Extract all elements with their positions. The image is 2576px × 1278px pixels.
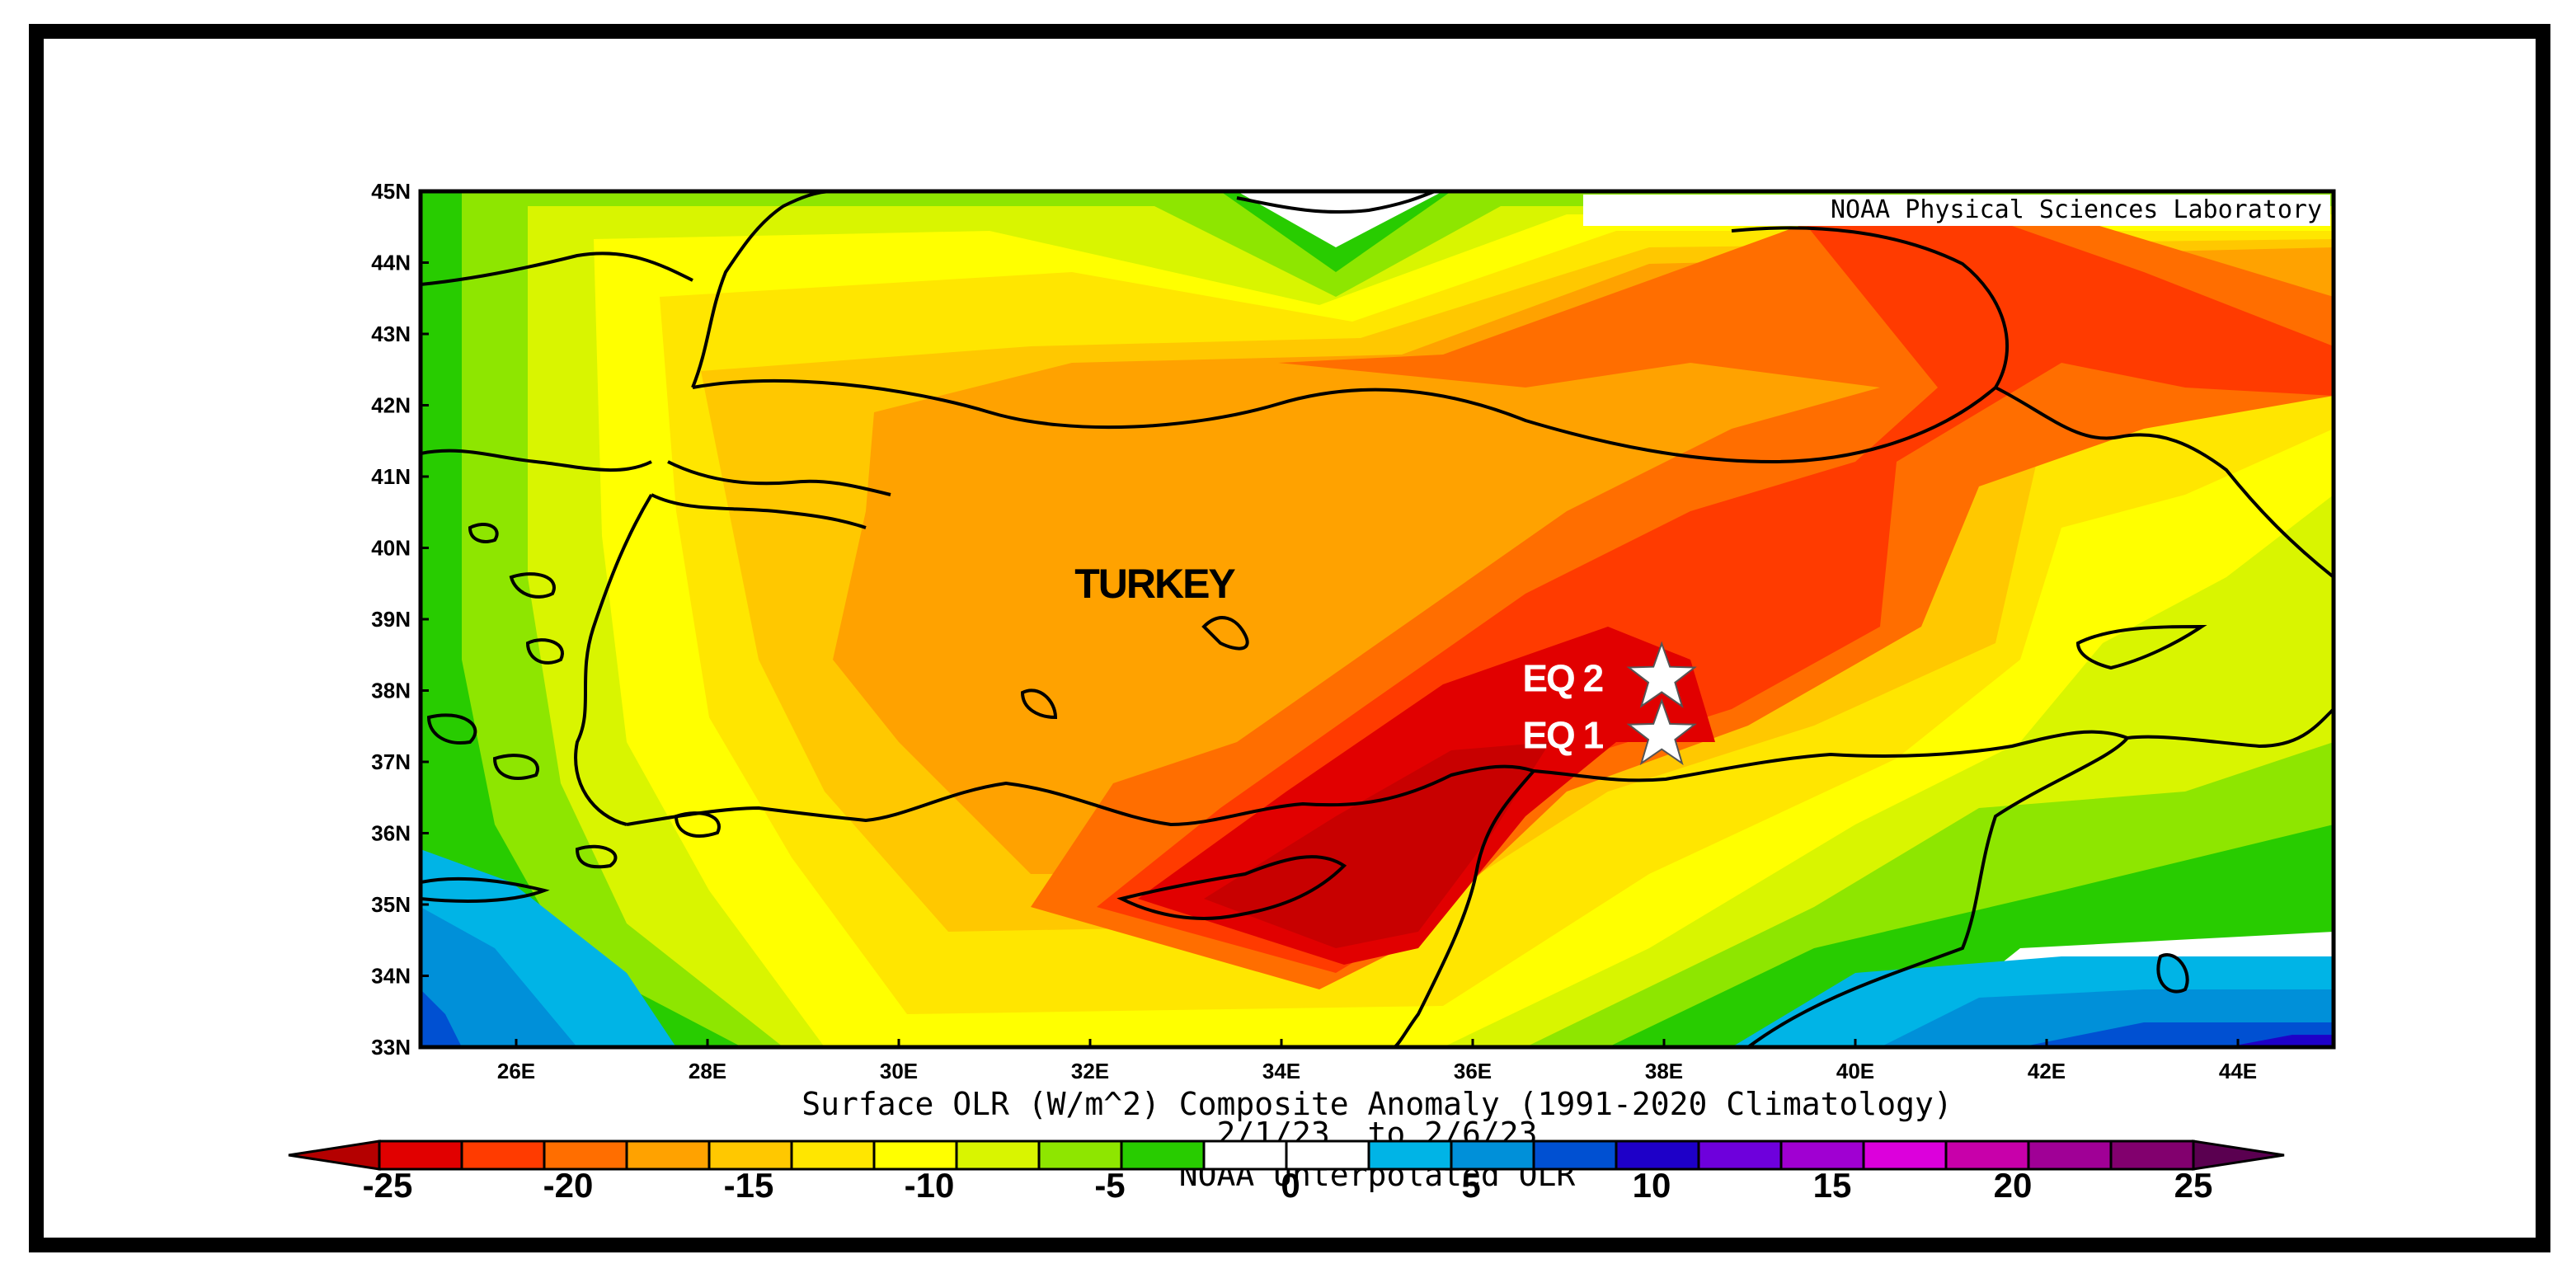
colorbar-label: -10 <box>905 1166 955 1205</box>
colorbar-swatch <box>1450 1139 1535 1171</box>
colorbar <box>288 1139 2285 1171</box>
lat-tick-label: 43N <box>371 322 411 346</box>
lat-tick-label: 36N <box>371 821 411 846</box>
lon-tick-label: 32E <box>1071 1059 1109 1083</box>
earthquake-star-icon <box>1626 698 1697 766</box>
colorbar-label: 5 <box>1461 1166 1480 1205</box>
colorbar-label: -5 <box>1094 1166 1125 1205</box>
lat-tick-label: 38N <box>371 679 411 703</box>
lon-tick-label: 28E <box>689 1059 726 1083</box>
lon-tick-label: 26E <box>497 1059 535 1083</box>
colorbar-swatch <box>1697 1139 1783 1171</box>
lon-tick-label: 30E <box>880 1059 918 1083</box>
credit-label: NOAA Physical Sciences Laboratory <box>1831 195 2322 224</box>
colorbar-swatch <box>790 1139 876 1171</box>
colorbar-swatch <box>1944 1139 2030 1171</box>
colorbar-label: 25 <box>2174 1166 2213 1205</box>
colorbar-swatch <box>872 1139 958 1171</box>
lat-tick-label: 35N <box>371 892 411 917</box>
colorbar-swatch <box>1285 1139 1370 1171</box>
colorbar-swatch <box>2027 1139 2113 1171</box>
lon-tick-label: 34E <box>1262 1059 1300 1083</box>
figure-border <box>29 24 2550 1252</box>
credit-box <box>1583 195 2330 226</box>
lat-tick-label: 42N <box>371 393 411 418</box>
colorbar-swatch <box>1532 1139 1618 1171</box>
earthquake-star-icon <box>1626 641 1697 708</box>
lat-tick-label: 40N <box>371 536 411 561</box>
colorbar-swatch <box>1367 1139 1453 1171</box>
colorbar-swatch <box>1862 1139 1948 1171</box>
earthquake-label: EQ 1 <box>1522 714 1603 757</box>
lat-tick-label: 33N <box>371 1035 411 1060</box>
colorbar-swatch <box>1120 1139 1206 1171</box>
colorbar-swatch <box>543 1139 628 1171</box>
colorbar-label: -20 <box>543 1166 594 1205</box>
colorbar-label: 10 <box>1633 1166 1671 1205</box>
lat-tick-label: 41N <box>371 464 411 489</box>
longitude-ticks: 26E 28E 30E 32E 34E 36E 38E 40E 42E 44E <box>497 1039 2257 1083</box>
colorbar-swatch <box>1037 1139 1123 1171</box>
lat-tick-label: 37N <box>371 749 411 774</box>
colorbar-swatch <box>955 1139 1041 1171</box>
colorbar-label: -15 <box>724 1166 774 1205</box>
lat-tick-label: 45N <box>371 179 411 204</box>
colorbar-high-end <box>2192 1139 2285 1171</box>
lon-tick-label: 36E <box>1454 1059 1492 1083</box>
olr-field <box>421 191 2334 1047</box>
colorbar-swatch <box>378 1139 463 1171</box>
colorbar-swatch <box>1202 1139 1288 1171</box>
earthquake-markers: EQ 2 EQ 1 <box>1522 641 1697 766</box>
lon-tick-label: 42E <box>2028 1059 2066 1083</box>
colorbar-swatch <box>625 1139 711 1171</box>
lat-tick-label: 39N <box>371 607 411 632</box>
lat-tick-label: 44N <box>371 251 411 275</box>
caption-title: Surface OLR (W/m^2) Composite Anomaly (1… <box>801 1086 1953 1122</box>
colorbar-label: 0 <box>1281 1166 1300 1205</box>
lon-tick-label: 44E <box>2219 1059 2257 1083</box>
lon-tick-label: 40E <box>1836 1059 1874 1083</box>
colorbar-swatch <box>1779 1139 1865 1171</box>
colorbar-label: 15 <box>1813 1166 1852 1205</box>
colorbar-swatch <box>707 1139 793 1171</box>
colorbar-low-end <box>288 1139 381 1171</box>
colorbar-swatch <box>1615 1139 1700 1171</box>
colorbar-labels: -25 -20 -15 -10 -5 0 5 10 15 20 25 <box>363 1166 2213 1205</box>
colorbar-label: 20 <box>1994 1166 2033 1205</box>
lon-tick-label: 38E <box>1645 1059 1683 1083</box>
colorbar-swatch <box>460 1139 546 1171</box>
colorbar-label: -25 <box>363 1166 413 1205</box>
country-label: TURKEY <box>1074 561 1235 607</box>
latitude-ticks: 45N 44N 43N 42N 41N 40N 39N 38N 37N 36N 35N 34N 33N <box>371 179 429 1060</box>
earthquake-label: EQ 2 <box>1522 657 1602 700</box>
colorbar-swatch <box>2109 1139 2195 1171</box>
lat-tick-label: 34N <box>371 964 411 989</box>
